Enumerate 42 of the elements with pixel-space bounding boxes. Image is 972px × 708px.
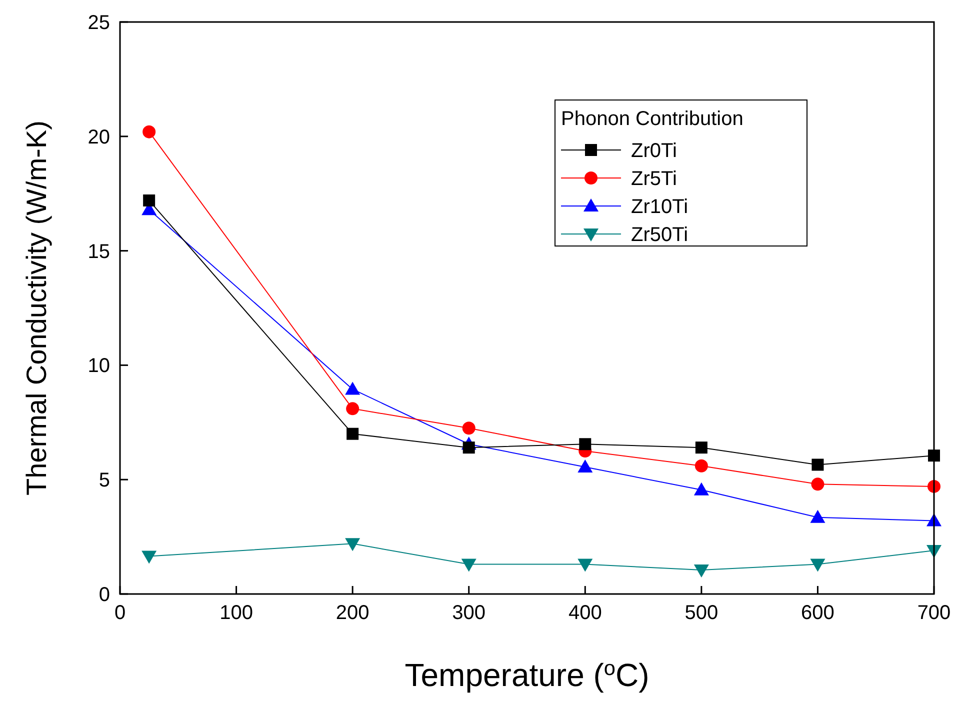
point [694, 482, 709, 496]
x-tick-label: 200 [336, 602, 370, 624]
y-tick-label: 20 [88, 126, 110, 148]
point [462, 422, 476, 435]
point [345, 538, 360, 552]
y-axis-title: Thermal Conductivity (W/m-K) [21, 120, 52, 496]
point [143, 194, 156, 206]
y-tick-label: 5 [98, 470, 110, 492]
x-tick-label: 600 [801, 602, 834, 624]
y-tick-label: 10 [88, 355, 110, 378]
point [812, 458, 824, 471]
point [695, 442, 708, 454]
point [811, 478, 824, 491]
legend-label: Zr5Ti [631, 168, 677, 190]
point [810, 510, 826, 523]
point [346, 402, 360, 416]
point [142, 125, 156, 138]
point [142, 550, 157, 564]
legend-label: Zr10Ti [631, 196, 688, 218]
point [579, 438, 592, 450]
legend-label: Zr50Ti [631, 224, 688, 246]
point [810, 558, 826, 572]
x-tick-label: 500 [684, 602, 718, 624]
y-tick-label: 25 [88, 12, 110, 34]
x-tick-label: 300 [452, 602, 486, 624]
point [694, 459, 708, 472]
legend-label: Zr0Ti [631, 140, 677, 162]
point [461, 558, 476, 572]
point [694, 564, 709, 578]
point [345, 382, 360, 395]
point [578, 460, 593, 473]
point [578, 558, 593, 572]
legend-title: Phonon Contribution [561, 108, 744, 130]
y-tick-label: 15 [88, 240, 110, 263]
x-tick-label: 400 [568, 602, 602, 624]
y-tick-label: 0 [98, 584, 110, 606]
x-tick-label: 100 [220, 602, 253, 624]
point [346, 428, 359, 440]
point [462, 442, 475, 454]
x-tick-label: 0 [114, 602, 126, 624]
x-axis-title: Temperature ($^{o}$C) [404, 656, 650, 693]
x-tick-label: 700 [917, 602, 951, 624]
